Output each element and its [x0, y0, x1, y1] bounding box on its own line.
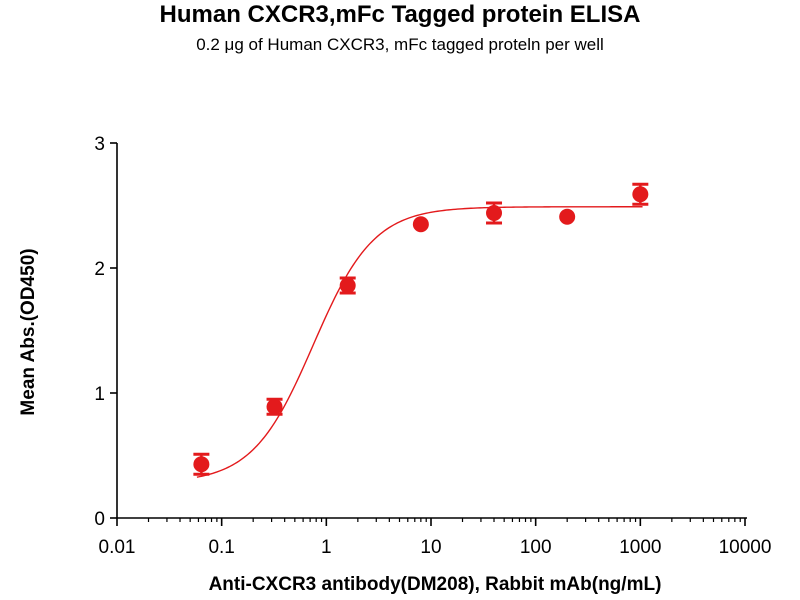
data-point: [486, 201, 503, 225]
y-tick-label: 2: [94, 259, 105, 280]
x-axis-label: Anti-CXCR3 antibody(DM208), Rabbit mAb(n…: [209, 574, 662, 595]
data-point-marker: [412, 216, 429, 233]
fit-curve: [196, 206, 643, 478]
data-point: [339, 276, 356, 295]
fit-curve-layer: [196, 206, 643, 478]
data-point-marker: [339, 277, 356, 294]
data-point-marker: [193, 456, 210, 473]
data-point: [632, 182, 649, 206]
data-point: [193, 452, 210, 476]
x-tick-label: 0.01: [99, 537, 136, 558]
y-tick-label: 1: [94, 384, 105, 405]
x-tick-label: 0.1: [208, 537, 234, 558]
data-points-layer: [193, 182, 649, 476]
data-point: [559, 208, 576, 225]
x-tick-label: 1000: [619, 537, 661, 558]
x-tick-label: 10000: [719, 537, 772, 558]
data-point-marker: [486, 205, 503, 221]
chart-subtitle: 0.2 μg of Human CXCR3, mFc tagged protel…: [196, 35, 604, 54]
data-point: [412, 216, 429, 233]
x-tick-label: 1: [321, 537, 332, 558]
y-axis-label: Mean Abs.(OD450): [18, 248, 39, 415]
chart-title: Human CXCR3,mFc Tagged protein ELISA: [159, 1, 641, 28]
data-point-marker: [559, 208, 576, 225]
data-point-marker: [266, 398, 283, 415]
data-point: [266, 397, 283, 416]
axes: 0 1 2 3 0.01 0.1 1 10 100 1000 10000: [94, 134, 771, 558]
x-tick-label: 100: [520, 537, 552, 558]
y-tick-label: 3: [94, 134, 105, 155]
data-point-marker: [632, 186, 649, 203]
x-tick-label: 10: [420, 537, 441, 558]
y-tick-label: 0: [94, 509, 105, 530]
